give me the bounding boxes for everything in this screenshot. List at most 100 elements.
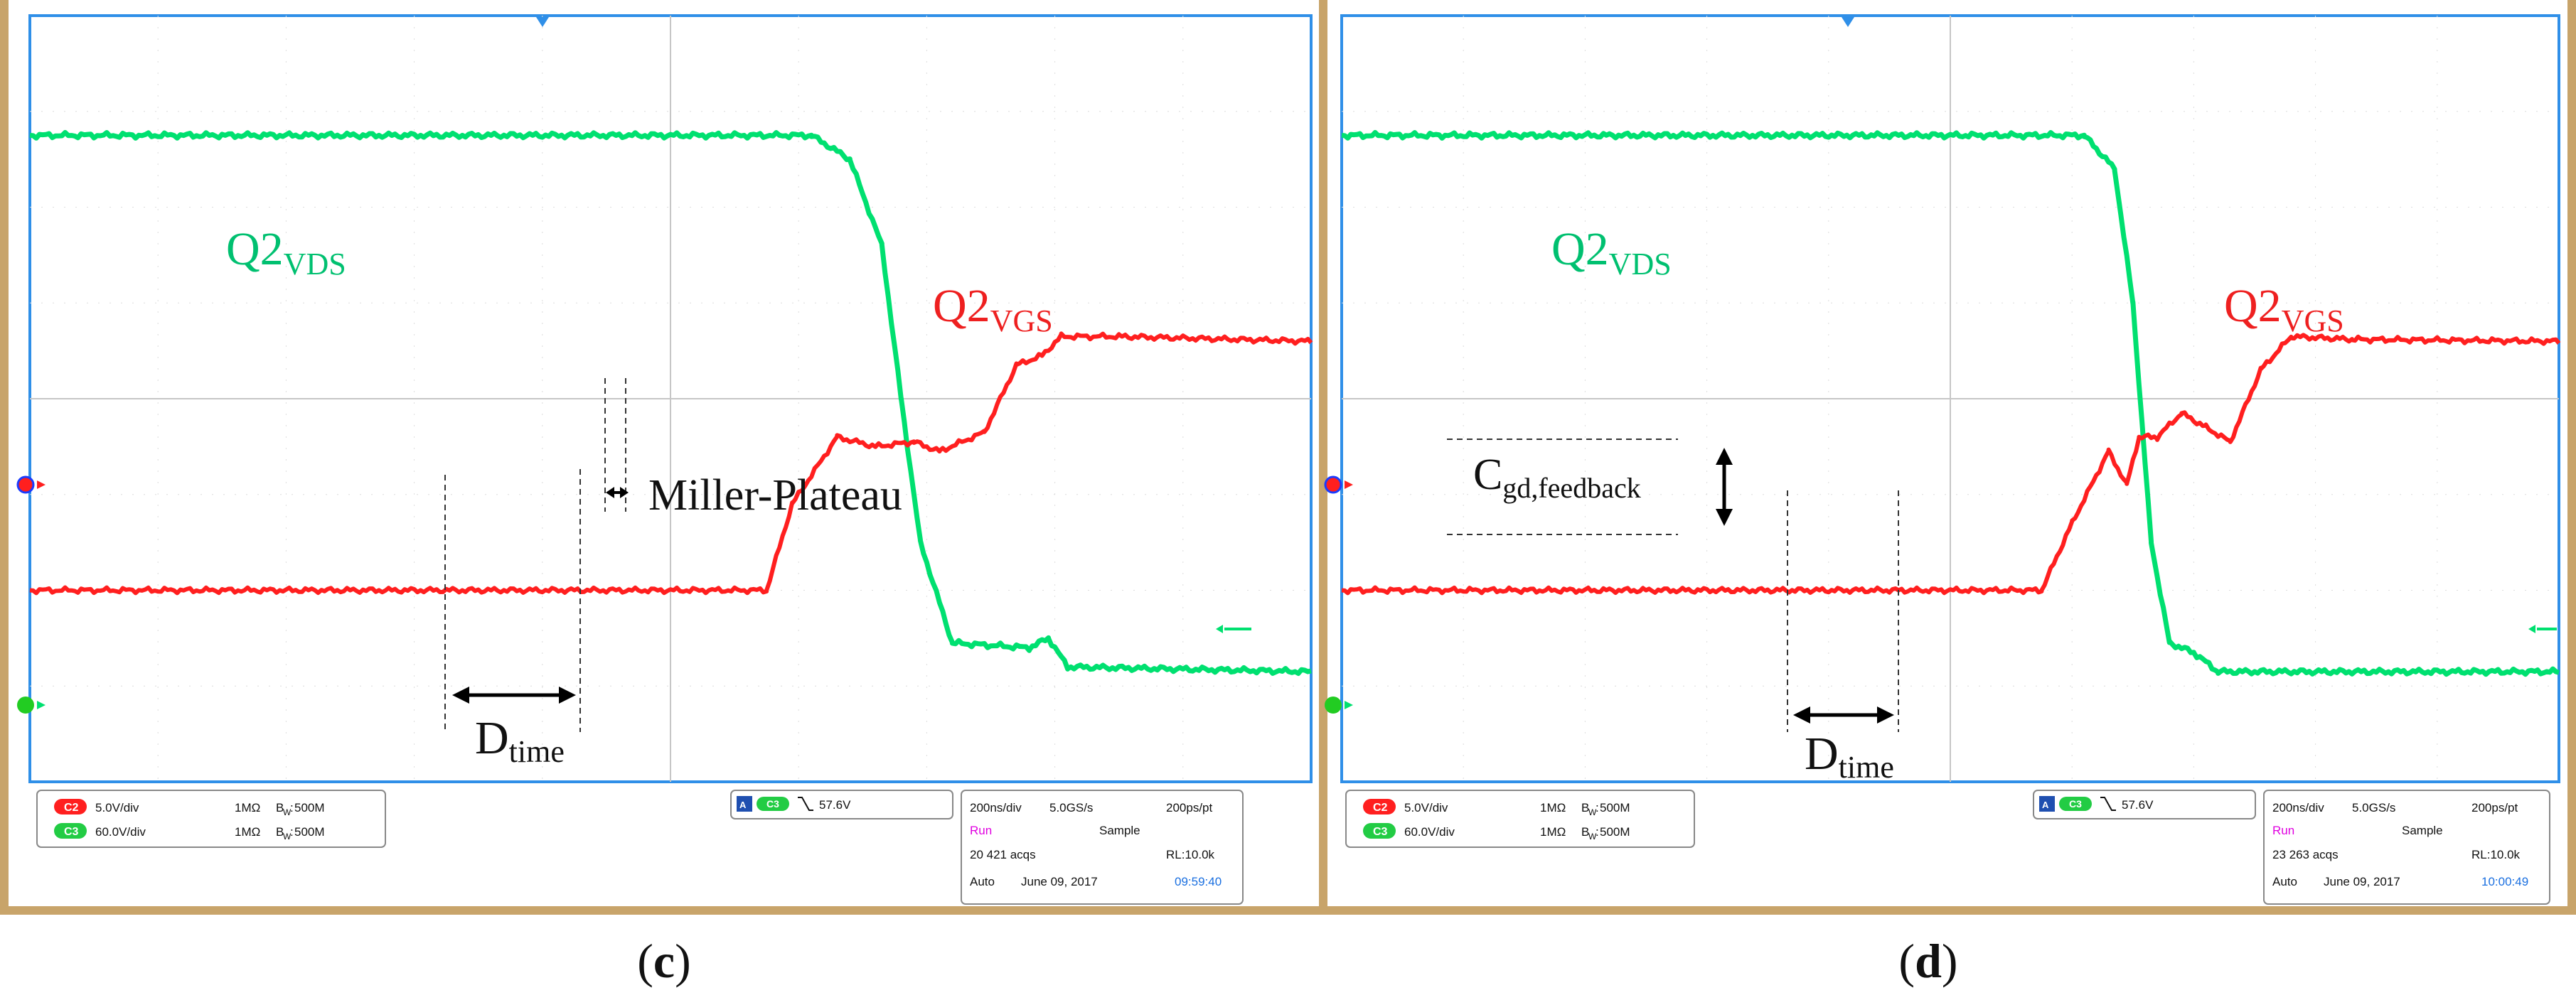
panel-c: Q2VDS Q2VGS Miller-Plateau Dtime C2 5.0V…: [0, 0, 1330, 988]
timebase: 200ns/div: [970, 801, 1022, 814]
acq-count: 20 421 acqs: [970, 848, 1036, 861]
dtime-label: Dtime: [475, 712, 565, 769]
dtime-arrow-icon: [1793, 706, 1894, 724]
record-length: RL:10.0k: [2471, 848, 2521, 861]
svg-text:C2: C2: [1373, 802, 1388, 814]
trigger-level: 57.6V: [819, 798, 851, 812]
svg-text:W: W: [1588, 807, 1597, 817]
channel-status-box: [1345, 790, 1695, 848]
svg-text:W: W: [283, 832, 292, 842]
ch3-arrow-icon: [37, 701, 46, 709]
acq-count: 23 263 acqs: [2272, 848, 2339, 861]
ch2-label: Q2VGS: [2224, 280, 2344, 338]
ch2-badge: [54, 799, 87, 814]
trigger-level: 57.6V: [2122, 798, 2154, 812]
ch3-scale: 60.0V/div: [1404, 825, 1455, 839]
channel-status-box: [36, 790, 386, 848]
svg-text:C3: C3: [1373, 826, 1388, 838]
svg-text:B: B: [276, 801, 284, 814]
ch3-badge: [1363, 823, 1396, 839]
acq-mode: Sample: [1099, 824, 1140, 837]
svg-text::: :: [1596, 825, 1599, 839]
cgd-feedback-label: Cgd,feedback: [1473, 451, 1641, 504]
dtime-arrow-icon: [452, 687, 576, 704]
panel-label: (d): [1898, 934, 1957, 988]
trigger-level-arrow-icon: [2528, 625, 2535, 633]
ch2-marker-icon: [1324, 475, 1342, 494]
ch3-impedance: 1MΩ: [235, 825, 260, 839]
frame-bottom: [1319, 906, 2576, 915]
run-state: Run: [970, 824, 992, 837]
frame-left: [1319, 0, 1327, 906]
date: June 09, 2017: [2324, 875, 2400, 888]
trace-q2vds: [1341, 129, 2560, 677]
trigger-box: [2033, 790, 2256, 819]
svg-text:B: B: [1581, 825, 1589, 839]
ch2-bandwidth: 500M: [294, 801, 325, 814]
trigger-type-icon: [737, 796, 752, 812]
ch2-arrow-icon: [37, 480, 46, 489]
ch3-badge: [54, 823, 87, 839]
falling-edge-icon: [798, 797, 813, 811]
trigger-level-arrow-icon: [1216, 625, 1223, 633]
trigger-mode: Auto: [970, 875, 995, 888]
ch2-bandwidth: 500M: [1600, 801, 1630, 814]
point-spacing: 200ps/pt: [2471, 801, 2518, 814]
svg-text:C3: C3: [766, 798, 779, 810]
sample-rate: 5.0GS/s: [2352, 801, 2395, 814]
clock-time: 09:59:40: [1175, 875, 1222, 888]
date: June 09, 2017: [1021, 875, 1098, 888]
ch3-bandwidth: 500M: [1600, 825, 1630, 839]
ch2-arrow-icon: [1345, 480, 1353, 489]
screen-bg: [1327, 0, 2567, 906]
acq-mode: Sample: [2402, 824, 2443, 837]
annotation-guides: [444, 378, 626, 732]
ch3-bandwidth: 500M: [294, 825, 325, 839]
acquisition-box: [2263, 790, 2550, 905]
ch2-marker-icon: [16, 475, 35, 494]
svg-text:A: A: [739, 800, 747, 810]
trace-q2vgs: [1341, 333, 2561, 596]
cgd-arrow-icon: [1716, 448, 1733, 526]
status-bar: C2 5.0V/div 1MΩ B W : 500M C3 60.0V/div …: [1345, 790, 2550, 905]
ch2-scale: 5.0V/div: [95, 801, 139, 814]
svg-text::: :: [290, 825, 294, 839]
ch3-arrow-icon: [1345, 701, 1353, 709]
annotation-guides: [1447, 439, 1899, 732]
trace-q2vds: [29, 129, 1312, 676]
svg-text::: :: [290, 801, 294, 814]
ch3-impedance: 1MΩ: [1540, 825, 1566, 839]
sample-rate: 5.0GS/s: [1049, 801, 1093, 814]
record-length: RL:10.0k: [1166, 848, 1215, 861]
ch2-label: Q2VGS: [933, 280, 1053, 338]
dtime-label: Dtime: [1805, 728, 1894, 785]
ch3-marker-icon: [17, 697, 34, 714]
ch2-impedance: 1MΩ: [1540, 801, 1566, 814]
svg-text::: :: [1596, 801, 1599, 814]
graticule: [1342, 16, 2559, 782]
frame-right: [2567, 0, 2576, 906]
svg-text:C3: C3: [64, 826, 79, 838]
trigger-source-badge: [757, 797, 789, 811]
svg-text:C2: C2: [64, 802, 79, 814]
graticule: [30, 16, 1311, 782]
svg-text:C3: C3: [2069, 798, 2082, 810]
ch3-label: Q2VDS: [1551, 223, 1672, 281]
point-spacing: 200ps/pt: [1166, 801, 1212, 814]
trigger-position-marker: [1842, 17, 1854, 27]
ch3-label: Q2VDS: [226, 223, 346, 281]
ch3-scale: 60.0V/div: [95, 825, 146, 839]
ch3-marker-icon: [1325, 697, 1342, 714]
clock-time: 10:00:49: [2481, 875, 2528, 888]
trigger-position-marker: [536, 17, 549, 27]
svg-text:W: W: [283, 807, 292, 817]
ch2-scale: 5.0V/div: [1404, 801, 1448, 814]
panel-d: Q2VDS Q2VGS Cgd,feedback Dtime C2 5.0V/d…: [1319, 0, 2576, 988]
svg-text:B: B: [276, 825, 284, 839]
ch2-badge: [1363, 799, 1396, 814]
svg-text:B: B: [1581, 801, 1589, 814]
screen-bg: [9, 0, 1321, 906]
acquisition-box: [961, 790, 1244, 905]
ch2-impedance: 1MΩ: [235, 801, 260, 814]
